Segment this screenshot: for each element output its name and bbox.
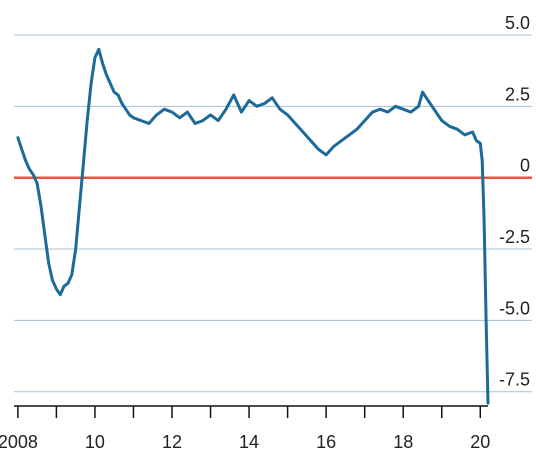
x-tick-label: 20: [470, 432, 490, 452]
x-tick-label: 2008: [0, 432, 38, 452]
y-tick-label: -2.5: [499, 227, 530, 247]
series-layer: [16, 47, 490, 405]
x-tick-label: 10: [85, 432, 105, 452]
x-tick-label: 14: [239, 432, 259, 452]
x-axis: [14, 405, 488, 418]
y-tick-label: -5.0: [499, 298, 530, 318]
gridlines: [14, 34, 532, 393]
y-tick-label: 5.0: [505, 13, 530, 33]
x-tick-label: 18: [393, 432, 413, 452]
x-tick-label: 16: [316, 432, 336, 452]
x-tick-labels: 2008 10 12 14 16 18 20: [0, 432, 490, 452]
series-line-0: [16, 47, 490, 405]
y-tick-label: -7.5: [499, 370, 530, 390]
y-tick-label: 2.5: [505, 84, 530, 104]
y-tick-labels: 5.0 2.5 0 -2.5 -5.0 -7.5: [499, 13, 530, 390]
y-tick-label: 0: [520, 156, 530, 176]
x-tick-label: 12: [162, 432, 182, 452]
